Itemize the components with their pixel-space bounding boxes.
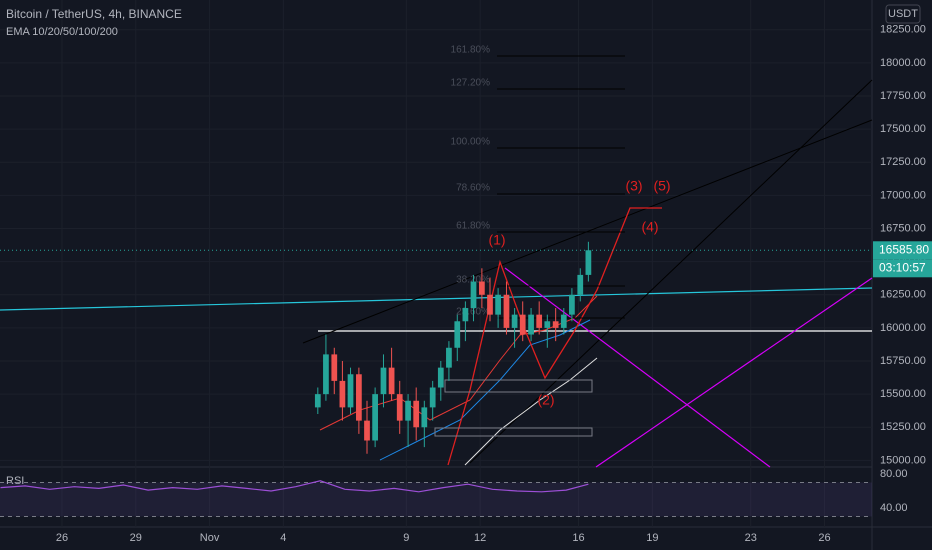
candle-body (347, 374, 354, 408)
x-tick-label: 16 (572, 532, 584, 544)
box (444, 379, 593, 393)
candle-body (503, 294, 510, 328)
x-tick-label: 26 (56, 532, 68, 544)
candle-body (323, 354, 329, 395)
x-tick-label: 12 (474, 532, 486, 544)
fib-label: 161.80% (451, 45, 491, 56)
candle-body (528, 314, 534, 335)
rsi-tick-label: 80.00 (880, 468, 908, 480)
candle-body (429, 387, 436, 408)
y-tick-label: 15000.00 (880, 454, 926, 466)
candle-body (413, 400, 420, 428)
candle-body (544, 321, 551, 328)
ema-line (464, 357, 598, 466)
candle-body (421, 407, 428, 428)
fib-label: 127.20% (451, 78, 491, 89)
grid (0, 0, 872, 527)
chart-title: Bitcoin / TetherUS, 4h, BINANCE (6, 7, 182, 21)
countdown-box (873, 259, 932, 278)
candle-body (479, 281, 485, 295)
y-tick-label: 17500.00 (880, 123, 926, 135)
candle-body (454, 321, 461, 348)
rsi-band (0, 482, 872, 517)
candle-body (585, 250, 592, 275)
candle-body (577, 274, 584, 295)
rsi-line (0, 480, 589, 493)
currency-box[interactable] (885, 4, 921, 24)
candle-body (372, 394, 378, 441)
y-tick-label: 17250.00 (880, 156, 926, 168)
x-tick-label: 9 (403, 532, 409, 544)
wave-label: (5) (653, 178, 670, 194)
candle-body (380, 367, 387, 395)
candles (314, 241, 592, 454)
y-tick-label: 15250.00 (880, 421, 926, 433)
candle-body (536, 314, 543, 328)
y-tick-label: 16750.00 (880, 222, 926, 234)
last-price-box (873, 241, 932, 260)
candle-body (462, 308, 469, 322)
fib-label: 100.00% (451, 137, 491, 148)
y-tick-label: 18250.00 (880, 24, 926, 36)
candle-body (569, 294, 575, 315)
rsi-tick-label: 40.00 (880, 502, 908, 514)
fib-label: 61.80% (456, 221, 490, 232)
candle-body (314, 394, 321, 408)
x-tick-label: 23 (745, 532, 757, 544)
candle-body (364, 420, 370, 441)
wave-path (447, 207, 662, 466)
wave-label: (2) (537, 392, 554, 408)
y-tick-label: 15750.00 (880, 355, 926, 367)
candle-body (511, 314, 518, 328)
candle-body (405, 400, 411, 421)
fib-label: 78.60% (456, 183, 490, 194)
x-tick-label: 26 (818, 532, 830, 544)
pattern-line (504, 267, 771, 468)
pattern-line (595, 277, 873, 468)
currency[interactable]: USDT (888, 8, 918, 20)
candle-body (331, 354, 338, 381)
candle-body (495, 294, 501, 315)
candle-body (446, 347, 452, 368)
x-tick-label: 29 (130, 532, 142, 544)
wave-label: (1) (488, 232, 505, 248)
candle-body (552, 321, 559, 328)
candle-body (519, 314, 526, 335)
box (434, 427, 593, 437)
candle-body (339, 380, 346, 408)
y-tick-label: 17000.00 (880, 189, 926, 201)
wave-label: (3) (625, 178, 642, 194)
drawings (0, 55, 873, 468)
y-tick-label: 18000.00 (880, 57, 926, 69)
y-tick-label: 17750.00 (880, 90, 926, 102)
candle-body (437, 367, 444, 388)
y-tick-label: 16000.00 (880, 322, 926, 334)
trend-line (0, 287, 873, 311)
candle-body (396, 394, 403, 421)
y-tick-label: 16250.00 (880, 289, 926, 301)
countdown: 03:10:57 (879, 260, 926, 274)
x-tick-label: 4 (280, 532, 286, 544)
channel-line (469, 79, 873, 464)
x-tick-label: Nov (200, 532, 220, 544)
rsi-label: RSI (6, 475, 24, 487)
candle-body (388, 367, 395, 395)
candle-body (356, 374, 362, 421)
candle-body (560, 314, 567, 328)
indicator-label: EMA 10/20/50/100/200 (6, 26, 118, 38)
candle-body (470, 281, 477, 309)
candle-body (487, 294, 493, 315)
y-tick-label: 15500.00 (880, 388, 926, 400)
wave-label: (4) (641, 219, 658, 235)
last-price-label: 16585.80 (879, 242, 929, 256)
x-tick-label: 19 (646, 532, 658, 544)
